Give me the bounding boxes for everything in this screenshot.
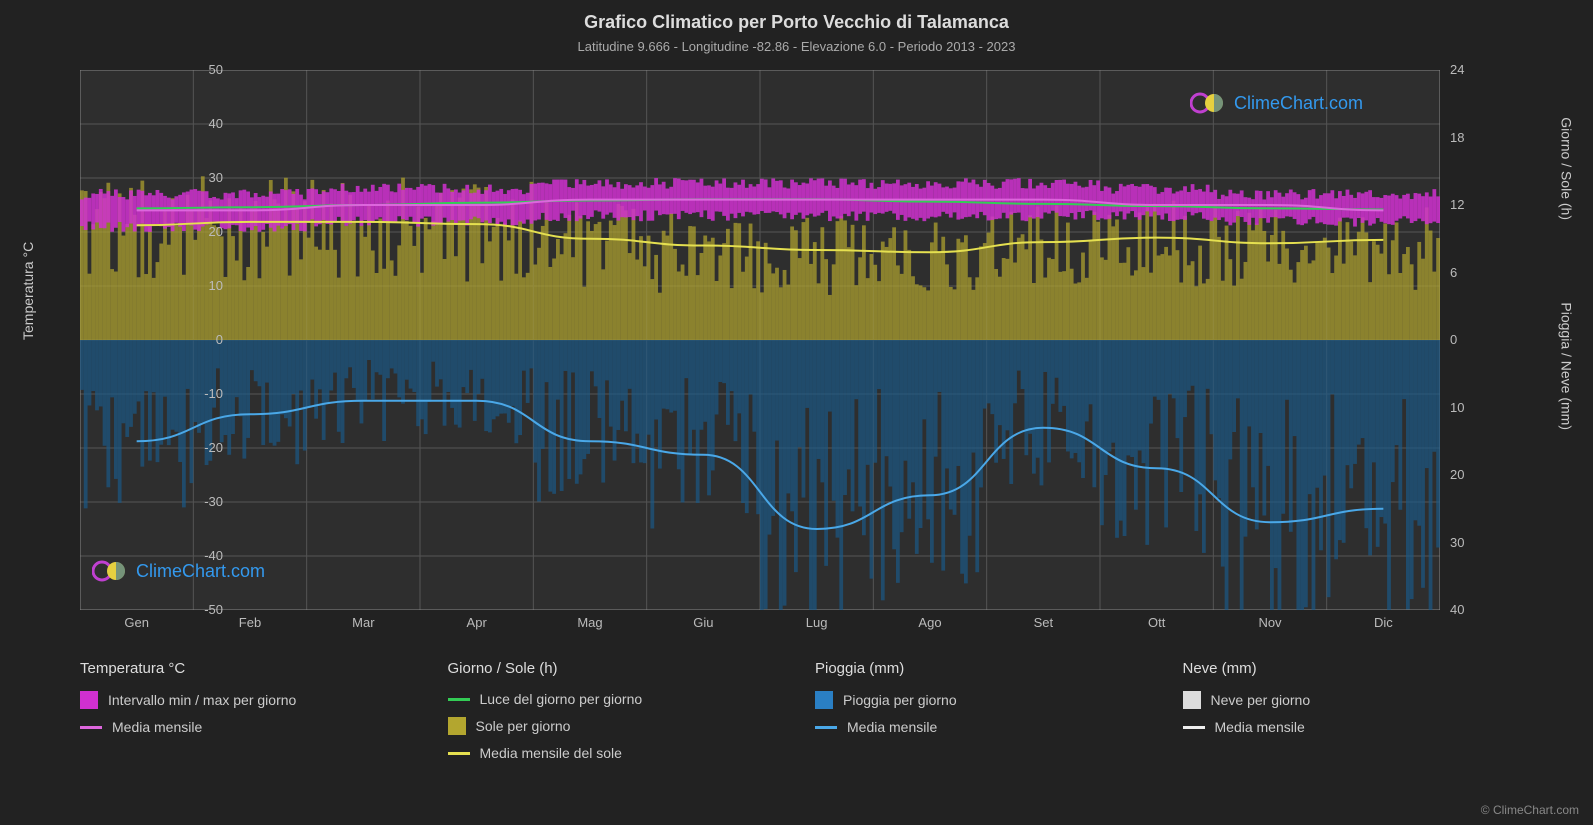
y-tick-left: -40	[183, 548, 223, 563]
x-tick-month: Feb	[239, 615, 261, 630]
legend-swatch-icon	[1183, 691, 1201, 709]
legend-item-label: Luce del giorno per giorno	[480, 691, 643, 707]
y-tick-right-bottom: 10	[1450, 400, 1490, 415]
y-tick-left: -30	[183, 494, 223, 509]
chart-legend: Temperatura °C Intervallo min / max per g…	[80, 660, 1520, 771]
legend-column: Temperatura °C Intervallo min / max per g…	[80, 660, 418, 771]
legend-line-icon	[80, 726, 102, 729]
axis-label-right-bottom: Pioggia / Neve (mm)	[1559, 302, 1575, 430]
legend-item-label: Pioggia per giorno	[843, 692, 957, 708]
legend-item: Media mensile del sole	[448, 745, 786, 761]
legend-column-title: Temperatura °C	[80, 660, 418, 677]
y-tick-right-bottom: 40	[1450, 602, 1490, 617]
y-tick-left: 40	[183, 116, 223, 131]
y-tick-left: 20	[183, 224, 223, 239]
x-tick-month: Nov	[1258, 615, 1281, 630]
axis-label-left: Temperatura °C	[20, 242, 36, 340]
legend-column-title: Pioggia (mm)	[815, 660, 1153, 677]
legend-line-icon	[448, 752, 470, 755]
x-tick-month: Apr	[467, 615, 487, 630]
legend-item-label: Media mensile del sole	[480, 745, 622, 761]
climate-chart-svg	[80, 70, 1440, 610]
legend-column: Pioggia (mm) Pioggia per giorno Media mens…	[815, 660, 1153, 771]
legend-item-label: Media mensile	[1215, 719, 1305, 735]
axis-label-right-top: Giorno / Sole (h)	[1559, 117, 1575, 220]
x-tick-month: Mar	[352, 615, 374, 630]
y-tick-right-top: 0	[1450, 332, 1490, 347]
legend-item-label: Intervallo min / max per giorno	[108, 692, 296, 708]
x-tick-month: Gen	[124, 615, 149, 630]
y-tick-left: 30	[183, 170, 223, 185]
legend-column-title: Giorno / Sole (h)	[448, 660, 786, 677]
legend-item: Media mensile	[80, 719, 418, 735]
legend-item: Pioggia per giorno	[815, 691, 1153, 709]
chart-subtitle: Latitudine 9.666 - Longitudine -82.86 - …	[0, 33, 1593, 54]
legend-swatch-icon	[80, 691, 98, 709]
legend-item: Intervallo min / max per giorno	[80, 691, 418, 709]
y-tick-left: 50	[183, 62, 223, 77]
y-tick-right-top: 24	[1450, 62, 1490, 77]
chart-plot-area	[80, 70, 1440, 610]
y-tick-left: -10	[183, 386, 223, 401]
chart-title: Grafico Climatico per Porto Vecchio di T…	[0, 0, 1593, 33]
x-tick-month: Ott	[1148, 615, 1165, 630]
x-tick-month: Giu	[693, 615, 713, 630]
legend-line-icon	[815, 726, 837, 729]
y-tick-left: 10	[183, 278, 223, 293]
legend-item: Media mensile	[815, 719, 1153, 735]
y-tick-right-top: 18	[1450, 130, 1490, 145]
y-tick-right-top: 12	[1450, 197, 1490, 212]
legend-item: Sole per giorno	[448, 717, 786, 735]
legend-column: Giorno / Sole (h) Luce del giorno per gio…	[448, 660, 786, 771]
legend-column: Neve (mm) Neve per giorno Media mensile	[1183, 660, 1521, 771]
y-tick-left: -50	[183, 602, 223, 617]
copyright-text: © ClimeChart.com	[1481, 803, 1579, 817]
legend-item-label: Media mensile	[112, 719, 202, 735]
legend-swatch-icon	[815, 691, 833, 709]
y-tick-right-bottom: 20	[1450, 467, 1490, 482]
y-tick-right-bottom: 30	[1450, 535, 1490, 550]
x-tick-month: Dic	[1374, 615, 1393, 630]
legend-column-title: Neve (mm)	[1183, 660, 1521, 677]
legend-item: Media mensile	[1183, 719, 1521, 735]
legend-item: Luce del giorno per giorno	[448, 691, 786, 707]
legend-item-label: Sole per giorno	[476, 718, 571, 734]
legend-item-label: Neve per giorno	[1211, 692, 1311, 708]
legend-line-icon	[448, 698, 470, 701]
x-tick-month: Ago	[918, 615, 941, 630]
x-tick-month: Lug	[806, 615, 828, 630]
y-tick-left: -20	[183, 440, 223, 455]
legend-line-icon	[1183, 726, 1205, 729]
x-tick-month: Mag	[577, 615, 602, 630]
legend-item: Neve per giorno	[1183, 691, 1521, 709]
x-tick-month: Set	[1034, 615, 1054, 630]
y-tick-right-top: 6	[1450, 265, 1490, 280]
y-tick-left: 0	[183, 332, 223, 347]
legend-swatch-icon	[448, 717, 466, 735]
legend-item-label: Media mensile	[847, 719, 937, 735]
